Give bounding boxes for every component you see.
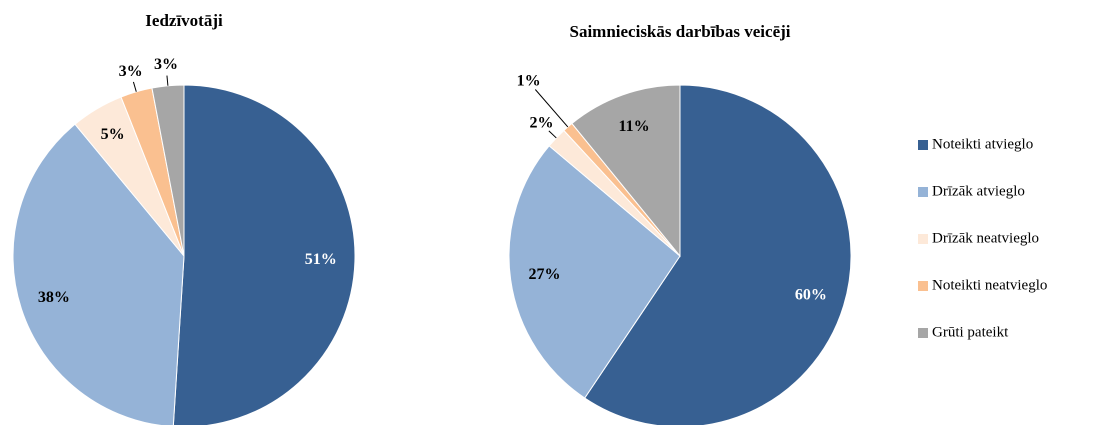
pie-slice <box>151 84 185 257</box>
data-label: 11% <box>619 118 650 135</box>
chart-title: Saimnieciskās darbības veicēji <box>569 22 790 41</box>
legend-swatch <box>918 328 928 338</box>
leader-line <box>166 75 169 86</box>
legend-label: Noteikti neatvieglo <box>932 277 1047 293</box>
legend-swatch <box>918 281 928 291</box>
data-label: 3% <box>154 56 178 73</box>
pie-slice <box>508 145 681 399</box>
data-label: 38% <box>38 289 70 306</box>
pie-slice <box>172 84 356 425</box>
legend-label: Drīzāk atvieglo <box>932 183 1025 199</box>
chart-title: Iedzīvotāji <box>145 11 223 30</box>
data-label: 51% <box>305 251 337 268</box>
legend-swatch <box>918 187 928 197</box>
legend-swatch <box>918 234 928 244</box>
data-label: 5% <box>101 126 125 143</box>
data-label: 3% <box>119 63 143 80</box>
leader-line <box>548 130 557 139</box>
leader-line <box>534 89 569 128</box>
legend-swatch <box>918 140 928 150</box>
data-label: 2% <box>529 114 553 131</box>
data-label: 1% <box>517 72 541 89</box>
pie-slice <box>584 84 852 425</box>
legend-label: Grūti pateikt <box>932 324 1009 340</box>
leader-line <box>132 81 137 92</box>
pie-slice <box>571 84 681 258</box>
legend-label: Noteikti atvieglo <box>932 136 1033 152</box>
data-label: 27% <box>529 266 561 283</box>
pie-slice <box>12 123 185 425</box>
data-label: 60% <box>795 287 827 304</box>
legend-label: Drīzāk neatvieglo <box>932 230 1039 246</box>
